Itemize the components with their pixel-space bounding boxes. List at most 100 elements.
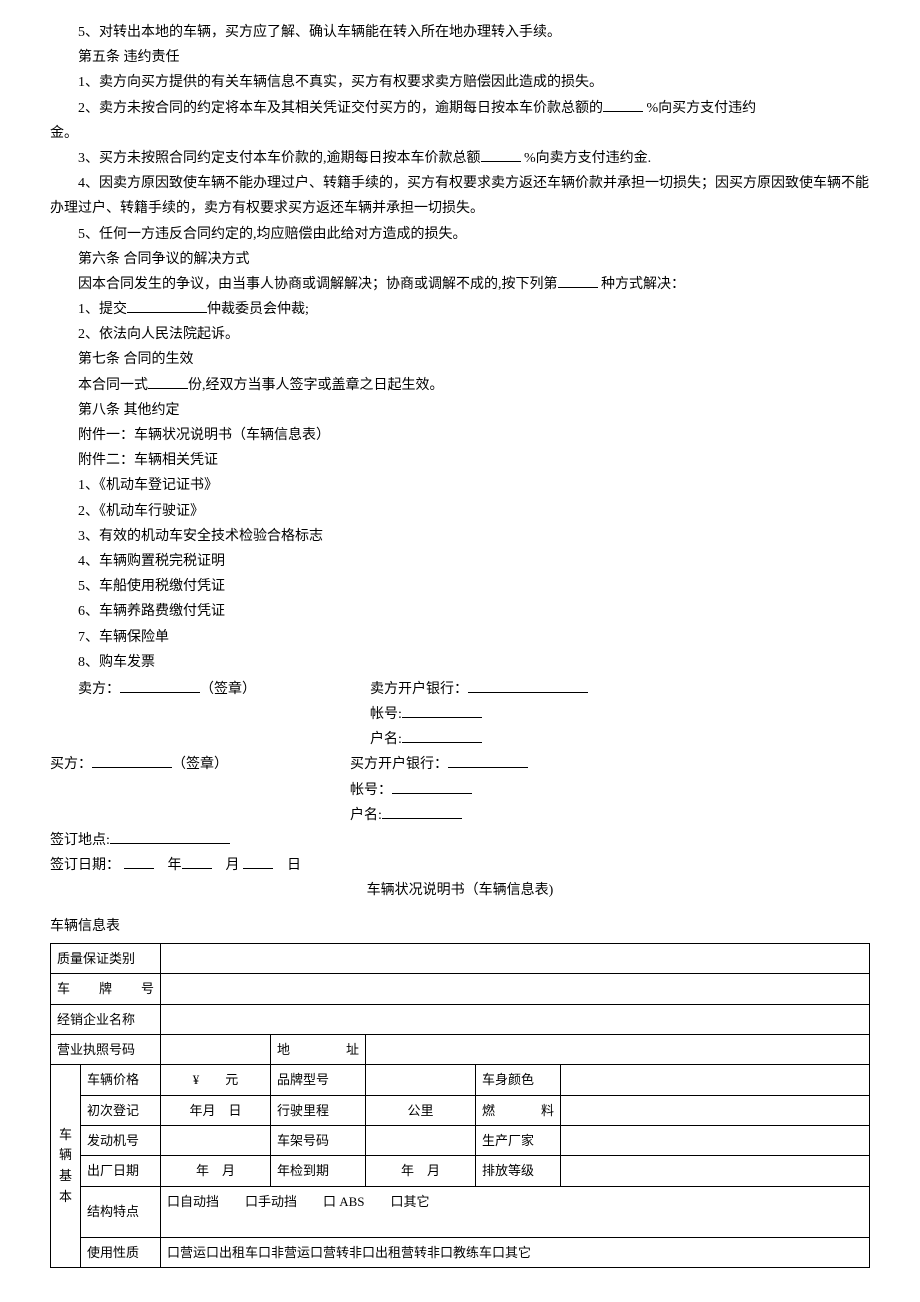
article-6-body: 因本合同发生的争议，由当事人协商或调解解决；协商或调解不成的,按下列第 种方式解… xyxy=(50,272,870,297)
table-title: 车辆状况说明书（车辆信息表) xyxy=(50,878,870,903)
cell-plate-label: 车 牌 号 xyxy=(51,974,161,1004)
cell-license-label: 营业执照号码 xyxy=(51,1034,161,1064)
seller-acctname: 户名: xyxy=(350,727,870,752)
blank-day[interactable] xyxy=(243,854,273,869)
buyer-sign: 买方：（签章） xyxy=(50,752,350,777)
table-caption: 车辆信息表 xyxy=(50,914,870,939)
seller-bank: 卖方开户银行： xyxy=(350,677,870,702)
cell-usage-value[interactable]: 口营运口出租车口非营运口营转非口出租营转非口教练车口其它 xyxy=(161,1237,870,1267)
blank-seller-acct[interactable] xyxy=(402,703,482,718)
attachment-1: 附件一：车辆状况说明书（车辆信息表） xyxy=(50,423,870,448)
cell-price-value[interactable]: ¥ 元 xyxy=(161,1065,271,1095)
cell-address-value[interactable] xyxy=(366,1034,870,1064)
table-row: 车 牌 号 xyxy=(51,974,870,1004)
doc-2: 2、《机动车行驶证》 xyxy=(50,499,870,524)
text: 本合同一式 xyxy=(78,378,148,393)
cell-inspect-value[interactable]: 年 月 xyxy=(366,1156,476,1186)
label: 买方开户银行： xyxy=(350,757,448,772)
doc-3: 3、有效的机动车安全技术检验合格标志 xyxy=(50,524,870,549)
blank-buyer-acct[interactable] xyxy=(392,779,472,794)
label: 日 xyxy=(287,858,301,873)
doc-8: 8、购车发票 xyxy=(50,650,870,675)
clause-5-2-cont: 金。 xyxy=(50,121,870,146)
cell-firstreg-value[interactable]: 年月 日 xyxy=(161,1095,271,1125)
label: 签订日期： xyxy=(50,858,120,873)
article-6-title: 第六条 合同争议的解决方式 xyxy=(50,247,870,272)
table-row: 结构特点 口自动挡 口手动挡 口 ABS 口其它 xyxy=(51,1186,870,1237)
cell-vin-label: 车架号码 xyxy=(271,1126,366,1156)
blank-arbitration[interactable] xyxy=(127,298,207,313)
article-7-body: 本合同一式 份,经双方当事人签字或盖章之日起生效。 xyxy=(50,373,870,398)
cell-license-value[interactable] xyxy=(161,1034,271,1064)
blank-buyer-acctname[interactable] xyxy=(382,804,462,819)
table-row: 质量保证类别 xyxy=(51,943,870,973)
label: 帐号： xyxy=(350,783,392,798)
blank-seller[interactable] xyxy=(120,678,200,693)
doc-1: 1、《机动车登记证书》 xyxy=(50,473,870,498)
blank-buyer-bank[interactable] xyxy=(448,753,528,768)
blank-percent-1[interactable] xyxy=(603,97,643,112)
label: 卖方： xyxy=(78,682,120,697)
clause-5-5b: 5、任何一方违反合同约定的,均应赔偿由此给对方造成的损失。 xyxy=(50,222,870,247)
blank-seller-acctname[interactable] xyxy=(402,728,482,743)
cell-brand-value[interactable] xyxy=(366,1065,476,1095)
cell-mileage-label: 行驶里程 xyxy=(271,1095,366,1125)
cell-vin-value[interactable] xyxy=(366,1126,476,1156)
cell-engine-value[interactable] xyxy=(161,1126,271,1156)
blank-year[interactable] xyxy=(124,854,154,869)
table-row: 发动机号 车架号码 生产厂家 xyxy=(51,1126,870,1156)
cell-color-value[interactable] xyxy=(561,1065,870,1095)
table-row: 使用性质 口营运口出租车口非营运口营转非口出租营转非口教练车口其它 xyxy=(51,1237,870,1267)
buyer-acct: 帐号： xyxy=(350,778,870,803)
blank-copies[interactable] xyxy=(148,374,188,389)
cell-plate-value[interactable] xyxy=(161,974,870,1004)
text: 仲裁委员会仲裁; xyxy=(207,302,309,317)
blank-place[interactable] xyxy=(110,829,230,844)
article-7-title: 第七条 合同的生效 xyxy=(50,347,870,372)
table-row: 初次登记 年月 日 行驶里程 公里 燃 料 xyxy=(51,1095,870,1125)
label: 户名: xyxy=(350,808,382,823)
cell-struct-label: 结构特点 xyxy=(81,1186,161,1237)
clause-5-3: 3、买方未按照合同约定支付本车价款的,逾期每日按本车价款总额 %向卖方支付违约金… xyxy=(50,146,870,171)
cell-fuel-value[interactable] xyxy=(561,1095,870,1125)
cell-engine-label: 发动机号 xyxy=(81,1126,161,1156)
doc-5: 5、车船使用税缴付凭证 xyxy=(50,574,870,599)
cell-dealer-value[interactable] xyxy=(161,1004,870,1034)
blank-method[interactable] xyxy=(558,273,598,288)
text: 1、提交 xyxy=(78,302,127,317)
table-row: 经销企业名称 xyxy=(51,1004,870,1034)
table-row: 营业执照号码 地 址 xyxy=(51,1034,870,1064)
cell-quality-value[interactable] xyxy=(161,943,870,973)
blank-percent-2[interactable] xyxy=(481,147,521,162)
blank-buyer[interactable] xyxy=(92,753,172,768)
label: 卖方开户银行： xyxy=(370,682,468,697)
table-row: 出厂日期 年 月 年检到期 年 月 排放等级 xyxy=(51,1156,870,1186)
cell-emission-label: 排放等级 xyxy=(476,1156,561,1186)
cell-quality-label: 质量保证类别 xyxy=(51,943,161,973)
seller-acct: 帐号: xyxy=(350,702,870,727)
blank-month[interactable] xyxy=(182,854,212,869)
cell-usage-label: 使用性质 xyxy=(81,1237,161,1267)
label: 帐号: xyxy=(370,707,402,722)
seller-sign: 卖方： （签章） xyxy=(50,677,350,702)
cell-emission-value[interactable] xyxy=(561,1156,870,1186)
cell-struct-value[interactable]: 口自动挡 口手动挡 口 ABS 口其它 xyxy=(161,1186,870,1237)
cell-address-label: 地 址 xyxy=(271,1034,366,1064)
cell-color-label: 车身颜色 xyxy=(476,1065,561,1095)
cell-dealer-label: 经销企业名称 xyxy=(51,1004,161,1034)
cell-firstreg-label: 初次登记 xyxy=(81,1095,161,1125)
cell-mfr-value[interactable] xyxy=(561,1126,870,1156)
doc-7: 7、车辆保险单 xyxy=(50,625,870,650)
text: %向卖方支付违约金. xyxy=(521,151,652,166)
table-row: 车辆基本 车辆价格 ¥ 元 品牌型号 车身颜色 xyxy=(51,1065,870,1095)
sign-place: 签订地点: xyxy=(50,828,870,853)
label: 月 xyxy=(226,858,240,873)
label: （签章） xyxy=(200,682,256,697)
cell-mileage-value[interactable]: 公里 xyxy=(366,1095,476,1125)
blank-seller-bank[interactable] xyxy=(468,678,588,693)
label: （签章） xyxy=(172,757,228,772)
cell-inspect-label: 年检到期 xyxy=(271,1156,366,1186)
text: 份,经双方当事人签字或盖章之日起生效。 xyxy=(188,378,444,393)
clause-5-1: 1、卖方向买方提供的有关车辆信息不真实，买方有权要求卖方赔偿因此造成的损失。 xyxy=(50,70,870,95)
cell-mfgdate-value[interactable]: 年 月 xyxy=(161,1156,271,1186)
